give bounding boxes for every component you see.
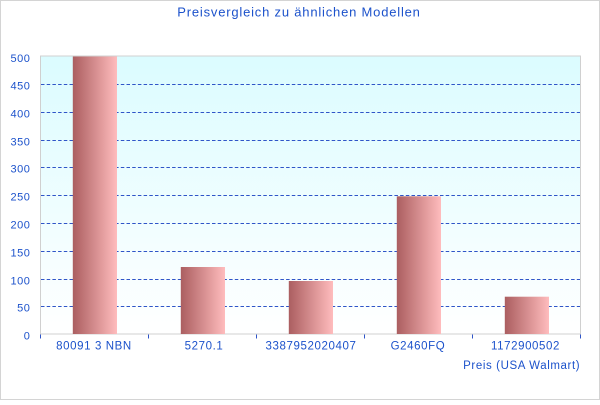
- svg-text:Preis (USA Walmart): Preis (USA Walmart): [463, 360, 580, 372]
- svg-text:50: 50: [17, 303, 30, 315]
- svg-text:3387952020407: 3387952020407: [266, 341, 357, 353]
- svg-text:1172900502: 1172900502: [491, 341, 560, 353]
- svg-text:150: 150: [11, 248, 31, 260]
- svg-text:250: 250: [11, 192, 31, 204]
- svg-text:200: 200: [11, 220, 31, 232]
- svg-text:5270.1: 5270.1: [185, 341, 224, 353]
- svg-text:300: 300: [11, 164, 31, 176]
- svg-text:Preisvergleich zu ähnlichen Mo: Preisvergleich zu ähnlichen Modellen: [177, 5, 420, 20]
- svg-text:450: 450: [11, 81, 31, 93]
- svg-text:G2460FQ: G2460FQ: [391, 341, 446, 353]
- svg-text:400: 400: [11, 109, 31, 121]
- svg-text:350: 350: [11, 137, 31, 149]
- svg-text:500: 500: [11, 53, 31, 65]
- svg-text:100: 100: [11, 276, 31, 288]
- svg-text:0: 0: [24, 331, 31, 343]
- svg-text:80091 3 NBN: 80091 3 NBN: [56, 341, 132, 353]
